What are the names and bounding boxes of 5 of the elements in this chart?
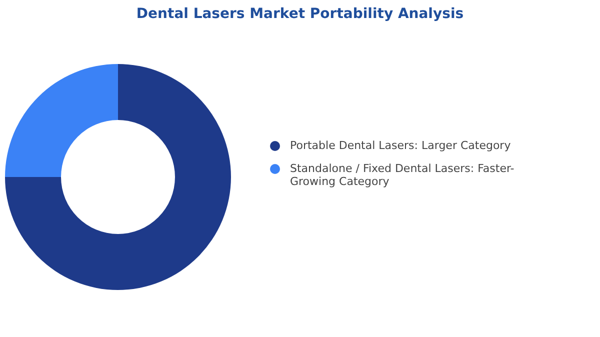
donut-slice bbox=[5, 64, 118, 177]
chart-title: Dental Lasers Market Portability Analysis bbox=[135, 6, 465, 22]
legend-label: Portable Dental Lasers: Larger Category bbox=[290, 139, 512, 152]
legend-label: Standalone / Fixed Dental Lasers: Faster-Growing Category bbox=[290, 162, 516, 188]
donut-slice bbox=[5, 64, 231, 290]
